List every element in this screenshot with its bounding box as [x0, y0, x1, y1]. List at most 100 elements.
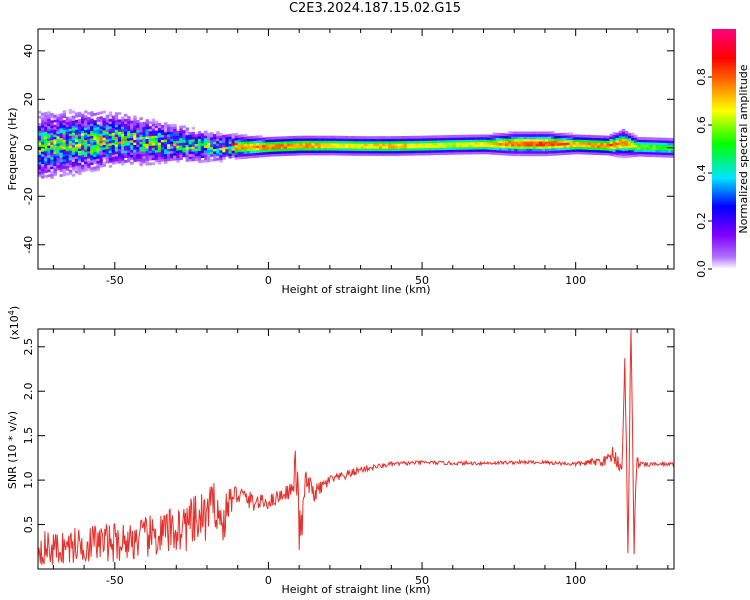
spectrogram-cell — [474, 137, 478, 140]
spectrogram-cell — [667, 152, 672, 156]
spectrogram-cell — [77, 136, 82, 139]
spectrogram-cell — [148, 135, 153, 139]
spectrogram-cell — [203, 142, 208, 146]
spectrogram-cell — [483, 144, 487, 147]
spectrogram-cell — [41, 112, 45, 116]
spectrogram-cell — [578, 146, 583, 150]
spectrogram-cell — [621, 128, 626, 132]
spectrogram-cell — [624, 150, 629, 154]
spectrogram-cell — [207, 132, 211, 136]
spectrogram-cell — [170, 153, 174, 156]
spectrogram-cell — [578, 137, 583, 140]
spectrogram-cell — [326, 152, 331, 156]
spectrogram-cell — [222, 139, 226, 143]
spectrogram-cell — [320, 147, 325, 151]
spectrogram-cell — [563, 142, 567, 146]
spectrogram-cell — [197, 140, 202, 144]
spectrogram-cell — [449, 139, 454, 143]
spectrogram-cell — [311, 135, 315, 139]
spectrogram-cell — [47, 130, 51, 134]
spectrogram-cell — [164, 153, 168, 157]
spectrogram-frame — [37, 28, 675, 270]
spectrogram-cell — [323, 147, 328, 151]
spectrogram-cell — [151, 133, 156, 136]
spectrogram-cell — [458, 137, 463, 141]
spectrogram-cell — [170, 138, 174, 142]
spectrogram-cell — [415, 140, 420, 144]
spectrogram-cell — [591, 144, 595, 148]
spectrogram-cell — [41, 151, 45, 155]
spectrogram-cell — [194, 158, 199, 161]
spectrogram-cell — [210, 144, 214, 148]
spectrogram-cell — [646, 139, 650, 143]
spectrogram-cell — [81, 130, 85, 134]
spectrogram-cell — [207, 135, 211, 138]
spectrogram-cell — [333, 150, 337, 154]
spectrogram-cell — [400, 150, 405, 154]
spectrogram-cell — [468, 149, 472, 152]
spectrogram-cell — [234, 142, 239, 146]
spectrogram-cell — [354, 140, 358, 144]
spectrogram-cell — [406, 138, 411, 142]
spectrogram-cell — [246, 148, 251, 152]
spectrogram-cell — [99, 123, 103, 127]
spectrogram-cell — [600, 150, 604, 153]
spectrogram-cell — [194, 136, 199, 140]
spectrogram-cell — [449, 149, 454, 153]
spectrogram-cell — [348, 145, 352, 149]
spectrogram-cell — [569, 149, 573, 153]
spectrogram-cell — [87, 133, 91, 137]
spectrogram-cell — [53, 124, 57, 128]
spectrogram-cell — [581, 142, 586, 145]
spectrogram-cell — [256, 145, 260, 148]
spectrogram-cell — [259, 145, 263, 148]
spectrogram-cell — [477, 139, 481, 143]
spectrogram-cell — [56, 150, 60, 154]
spectrogram-cell — [74, 112, 79, 116]
spectrogram-cell — [222, 144, 226, 148]
spectrogram-cell — [302, 140, 306, 144]
spectrogram-cell — [314, 135, 318, 139]
spectrogram-cell — [425, 145, 429, 149]
spectrogram-cell — [443, 149, 448, 153]
spectrogram-cell — [670, 155, 675, 158]
spectrogram-cell — [265, 137, 269, 140]
spectrogram-cell — [62, 127, 67, 131]
spectrogram-cell — [563, 132, 567, 136]
spectrogram-cell — [213, 155, 217, 159]
spectrogram-cell — [618, 133, 623, 136]
spectrogram-cell — [96, 155, 100, 159]
spectrogram-cell — [434, 152, 438, 156]
spectrogram-cell — [366, 145, 371, 149]
spectrogram-cell — [50, 149, 54, 153]
spectrogram-cell — [293, 150, 297, 154]
spectrogram-cell — [336, 138, 340, 141]
spectrogram-cell — [551, 153, 555, 156]
spectrogram-cell — [111, 135, 116, 138]
spectrogram-cell — [41, 149, 45, 152]
spectrogram-cell — [329, 140, 334, 144]
spectrogram-cell — [240, 156, 245, 159]
spectrogram-cell — [222, 134, 226, 138]
spectrogram-cell — [136, 127, 140, 131]
spectrogram-cell — [259, 135, 263, 139]
spectrogram-cell — [203, 130, 208, 134]
spectrogram-cell — [160, 139, 165, 143]
spectrogram-cell — [117, 160, 122, 164]
spectrogram-cell — [643, 139, 647, 143]
spectrogram-cell — [434, 137, 438, 141]
spectrogram-cell — [164, 144, 168, 147]
spectrogram-cell — [664, 149, 669, 153]
spectrogram-cell — [38, 174, 42, 177]
spectrogram-cell — [345, 150, 349, 154]
spectrogram-cell — [422, 147, 426, 151]
spectrogram-cell — [428, 137, 432, 141]
spectrogram-cell — [219, 133, 223, 136]
spectrogram-cell — [90, 157, 94, 161]
spectrogram-cell — [240, 153, 245, 157]
spectrogram-cell — [449, 142, 454, 146]
spectrogram-cell — [333, 152, 337, 156]
spectrogram-cell — [397, 143, 401, 147]
spectrogram-cell — [38, 125, 42, 129]
spectrogram-cell — [520, 143, 524, 147]
